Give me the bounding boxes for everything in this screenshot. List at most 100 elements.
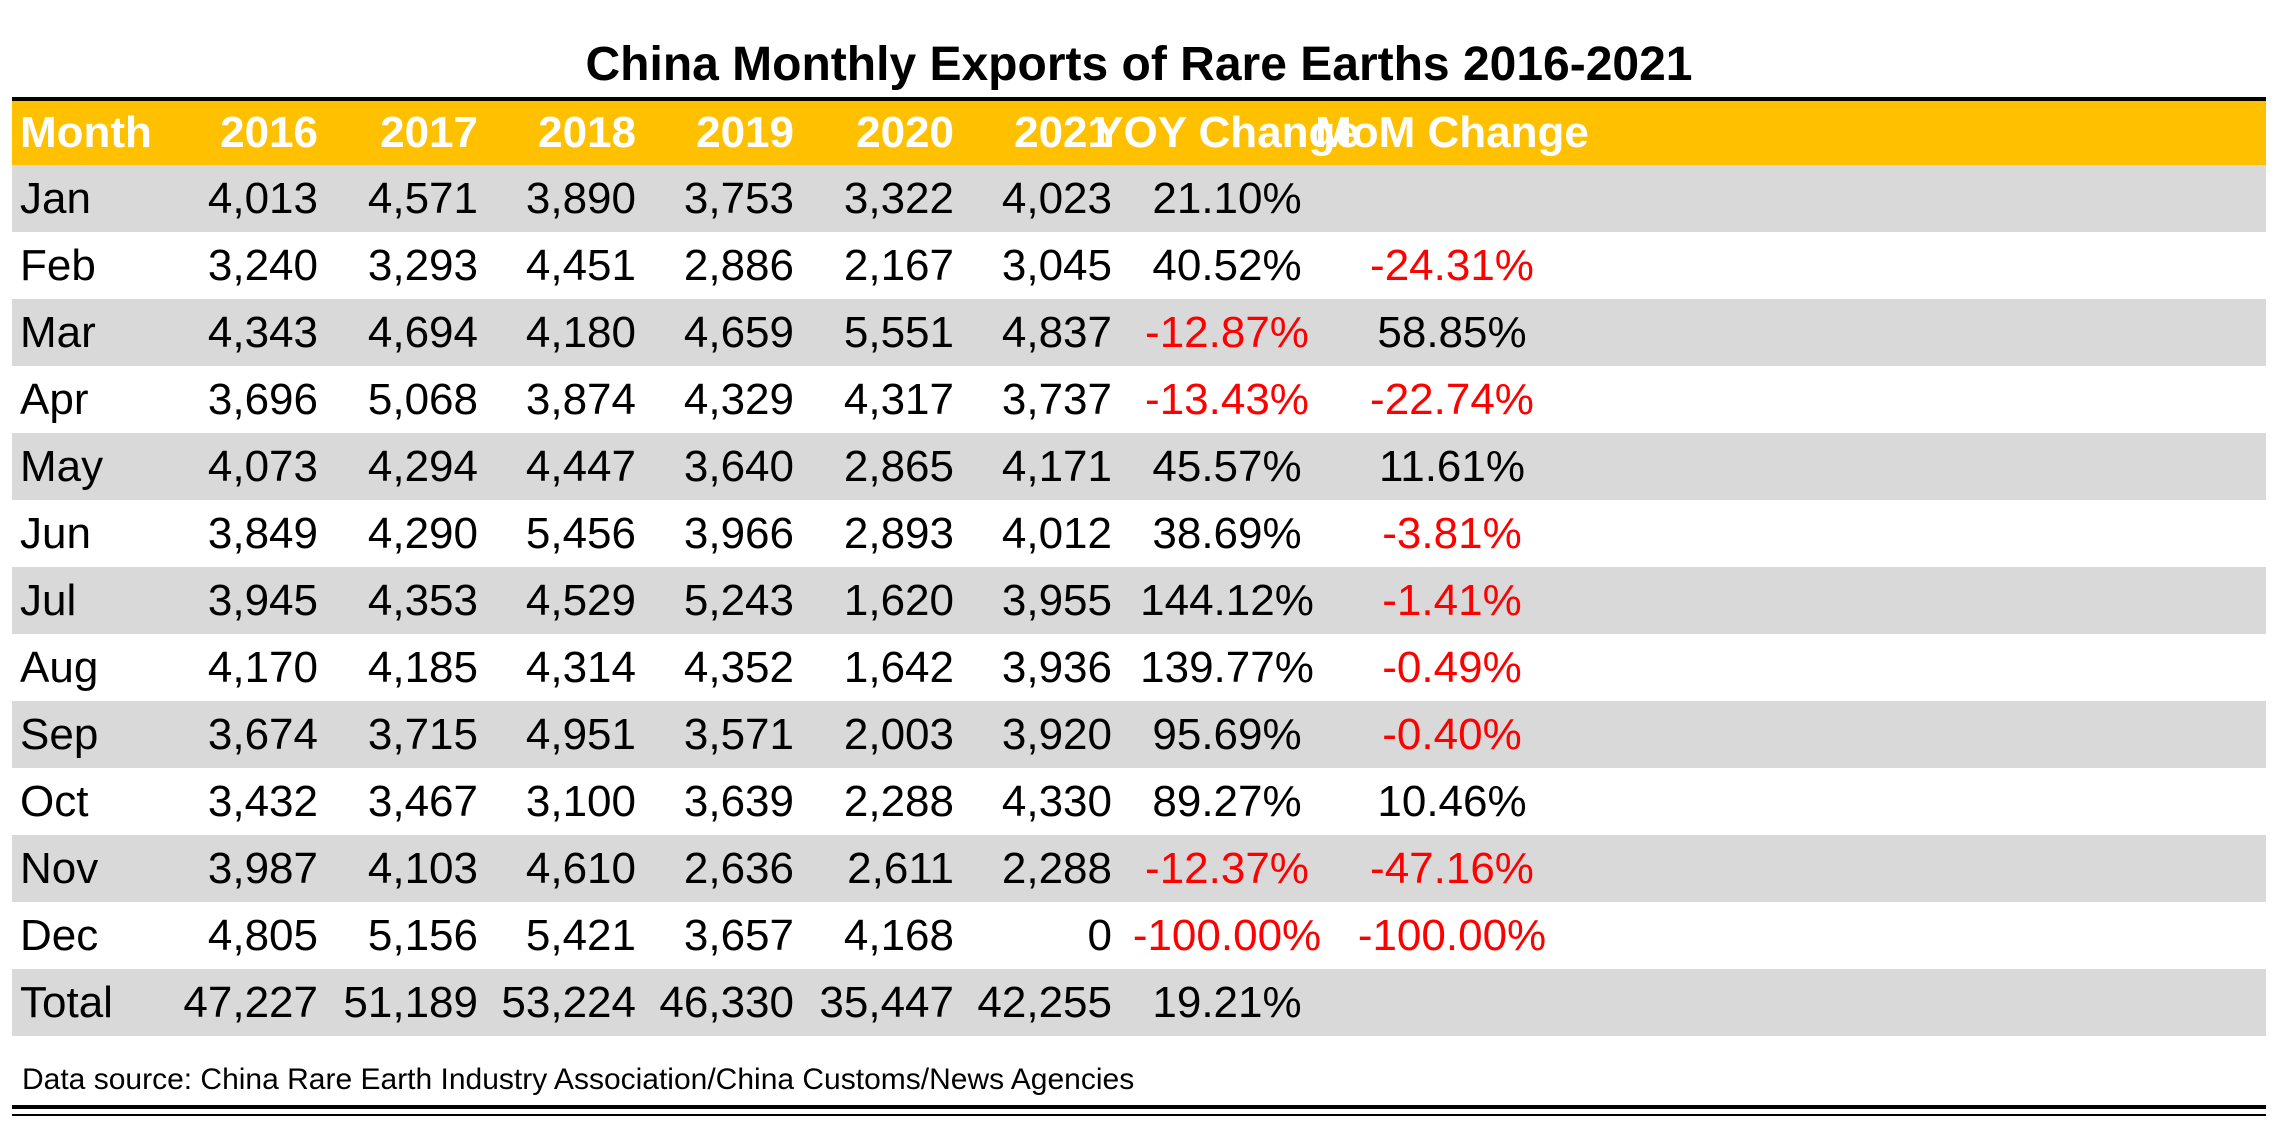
table-cell: 4,013 bbox=[207, 173, 318, 223]
header-row: Month 2016 2017 2018 2019 2020 2021 YOY Change M… bbox=[12, 97, 2266, 165]
column-header: 2019 bbox=[696, 108, 794, 157]
table-cell: 4,294 bbox=[367, 441, 478, 491]
table-cell: 4,343 bbox=[207, 307, 318, 357]
row-label: Jul bbox=[20, 575, 77, 625]
table-cell: -12.37% bbox=[1145, 843, 1309, 893]
table-cell: 4,451 bbox=[525, 240, 636, 290]
column-header: 2016 bbox=[220, 108, 318, 157]
table-cell: -1.41% bbox=[1382, 575, 1522, 625]
table-cell: -22.74% bbox=[1370, 374, 1534, 424]
table-cell: 51,189 bbox=[343, 977, 478, 1027]
table-cell: 4,571 bbox=[367, 173, 478, 223]
table-cell: 3,715 bbox=[367, 709, 478, 759]
chart-title: China Monthly Exports of Rare Earths 201… bbox=[585, 38, 1693, 91]
table-cell: 4,171 bbox=[1001, 441, 1112, 491]
table-cell: 35,447 bbox=[819, 977, 954, 1027]
table-cell: 38.69% bbox=[1152, 508, 1302, 558]
table-cell: 3,696 bbox=[207, 374, 318, 424]
table-cell: 3,966 bbox=[683, 508, 794, 558]
table-cell: 4,694 bbox=[367, 307, 478, 357]
table-cell: 5,156 bbox=[367, 910, 478, 960]
table-cell: 2,288 bbox=[843, 776, 954, 826]
bottom-rule-thin bbox=[12, 1114, 2266, 1116]
row-label: Dec bbox=[20, 910, 99, 960]
table-cell: 4,170 bbox=[207, 642, 318, 692]
table-cell: 2,893 bbox=[843, 508, 954, 558]
table-cell: 4,529 bbox=[525, 575, 636, 625]
table-cell: 5,243 bbox=[683, 575, 794, 625]
table-cell: 2,003 bbox=[843, 709, 954, 759]
table-cell: 1,642 bbox=[843, 642, 954, 692]
table-row: Aug 4,170 4,185 4,314 4,352 1,642 3,936 139.77%… bbox=[12, 634, 2266, 701]
row-label: Oct bbox=[20, 776, 89, 826]
table-cell: 4,185 bbox=[367, 642, 478, 692]
bottom-rule bbox=[12, 1105, 2266, 1109]
table-cell: 89.27% bbox=[1152, 776, 1302, 826]
column-header: 2020 bbox=[856, 108, 954, 157]
table-row: Apr 3,696 5,068 3,874 4,329 4,317 3,737 -13.43%… bbox=[12, 366, 2266, 433]
table-cell: 5,456 bbox=[525, 508, 636, 558]
row-label: Mar bbox=[20, 307, 96, 357]
table-cell: 4,659 bbox=[683, 307, 794, 357]
table-cell: 3,874 bbox=[525, 374, 636, 424]
table-cell: 4,012 bbox=[1001, 508, 1112, 558]
table-cell: 4,314 bbox=[525, 642, 636, 692]
table-cell: 3,640 bbox=[683, 441, 794, 491]
table-cell: -3.81% bbox=[1382, 508, 1522, 558]
table-cell: 58.85% bbox=[1377, 307, 1527, 357]
table-cell: 4,610 bbox=[525, 843, 636, 893]
column-header: Month bbox=[20, 108, 152, 157]
table-cell: -100.00% bbox=[1132, 910, 1322, 960]
table-cell: 42,255 bbox=[977, 977, 1112, 1027]
table-cell: 4,103 bbox=[367, 843, 478, 893]
table-cell: 4,317 bbox=[843, 374, 954, 424]
table-cell: 40.52% bbox=[1152, 240, 1302, 290]
table-cell: 47,227 bbox=[183, 977, 318, 1027]
table-cell: 45.57% bbox=[1152, 441, 1302, 491]
table-cell: 144.12% bbox=[1140, 575, 1314, 625]
row-label: Sep bbox=[20, 709, 99, 759]
table-cell: 3,639 bbox=[683, 776, 794, 826]
table-cell: 0 bbox=[1087, 910, 1112, 960]
table-row: May 4,073 4,294 4,447 3,640 2,865 4,171 45.57% 1… bbox=[12, 433, 2266, 500]
table-cell: 95.69% bbox=[1152, 709, 1302, 759]
table-cell: 4,330 bbox=[1001, 776, 1112, 826]
table-cell: 5,421 bbox=[525, 910, 636, 960]
table-cell: 4,180 bbox=[525, 307, 636, 357]
column-header: 2018 bbox=[538, 108, 636, 157]
table-row: Mar 4,343 4,694 4,180 4,659 5,551 4,837 -12.87%… bbox=[12, 299, 2266, 366]
column-header: 2021 bbox=[1014, 108, 1112, 157]
table-cell: 3,955 bbox=[1001, 575, 1112, 625]
table-cell: -13.43% bbox=[1145, 374, 1309, 424]
table-cell: 3,322 bbox=[843, 173, 954, 223]
table-cell: 3,920 bbox=[1001, 709, 1112, 759]
row-label: Nov bbox=[20, 843, 99, 893]
table-cell: 2,167 bbox=[843, 240, 954, 290]
table-row: Feb 3,240 3,293 4,451 2,886 2,167 3,045 40.52% -… bbox=[12, 232, 2266, 299]
table-cell: -24.31% bbox=[1370, 240, 1534, 290]
data-table: Month 2016 2017 2018 2019 2020 2021 YOY Change M… bbox=[12, 97, 2266, 1036]
table-cell: 11.61% bbox=[1379, 441, 1525, 491]
table-row: Sep 3,674 3,715 4,951 3,571 2,003 3,920 95.69% -… bbox=[12, 701, 2266, 768]
table-cell: 21.10% bbox=[1152, 173, 1302, 223]
table-cell: 3,571 bbox=[683, 709, 794, 759]
table-cell: 1,620 bbox=[843, 575, 954, 625]
table-cell: 3,890 bbox=[525, 173, 636, 223]
table-cell: -12.87% bbox=[1145, 307, 1309, 357]
table-row: Dec 4,805 5,156 5,421 3,657 4,168 0 -100.00% -10… bbox=[12, 902, 2266, 969]
table-cell: 5,068 bbox=[367, 374, 478, 424]
table-row: Total 47,227 51,189 53,224 46,330 35,447 42,25… bbox=[12, 969, 2266, 1036]
table-cell: 46,330 bbox=[659, 977, 794, 1027]
table-row: Oct 3,432 3,467 3,100 3,639 2,288 4,330 89.27% 1… bbox=[12, 768, 2266, 835]
data-source-note: Data source: China Rare Earth Industry A… bbox=[22, 1063, 1135, 1096]
row-label: Apr bbox=[20, 374, 89, 424]
table-cell: -100.00% bbox=[1357, 910, 1547, 960]
table-cell: 2,886 bbox=[683, 240, 794, 290]
table-row: Jun 3,849 4,290 5,456 3,966 2,893 4,012 38.69% -… bbox=[12, 500, 2266, 567]
table-cell: 5,551 bbox=[843, 307, 954, 357]
table-cell: 4,837 bbox=[1001, 307, 1112, 357]
table-cell: 19.21% bbox=[1152, 977, 1302, 1027]
row-label: Total bbox=[20, 977, 113, 1027]
table-row: Nov 3,987 4,103 4,610 2,636 2,611 2,288 -12.37%… bbox=[12, 835, 2266, 902]
table-cell: 3,737 bbox=[1001, 374, 1112, 424]
